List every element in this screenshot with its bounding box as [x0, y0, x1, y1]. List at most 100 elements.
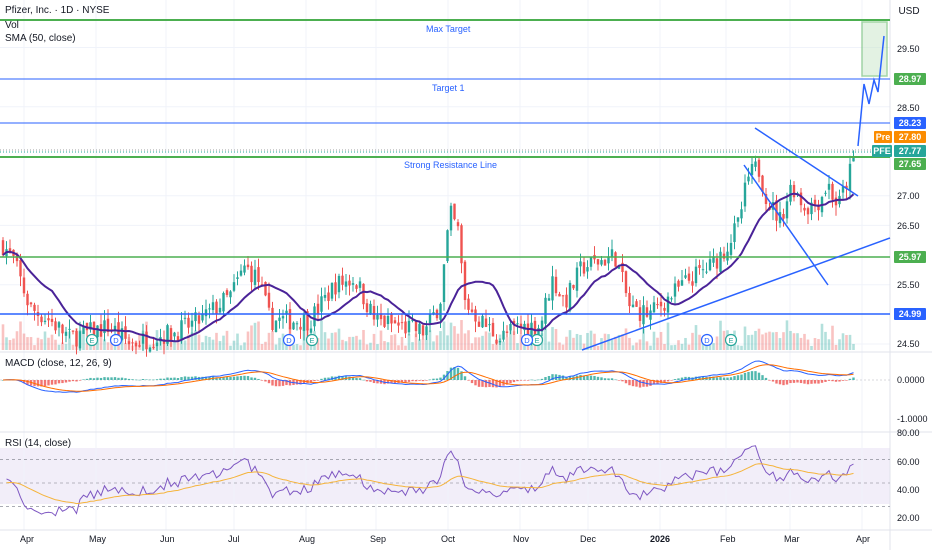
volume-bar — [547, 341, 551, 350]
volume-bar — [355, 335, 358, 350]
macd-histogram-bar — [152, 379, 155, 381]
support2-price-tag: 24.99 — [894, 308, 926, 320]
candle-body — [666, 296, 670, 313]
volume-bar — [736, 345, 740, 350]
candle-body — [439, 303, 442, 320]
rsi-legend: RSI (14, close) — [5, 438, 72, 449]
macd-histogram-bar — [754, 371, 757, 380]
volume-bar — [596, 345, 600, 350]
candle-body — [785, 201, 789, 219]
candle-body — [453, 203, 456, 220]
macd-histogram-bar — [733, 376, 736, 380]
volume-bar — [421, 339, 425, 350]
macd-histogram-bar — [621, 380, 624, 382]
volume-bar — [411, 342, 414, 350]
macd-histogram-bar — [561, 375, 565, 380]
candle-body — [33, 304, 36, 311]
macd-histogram-bar — [460, 371, 463, 380]
candle-body — [547, 298, 551, 301]
volume-bar — [99, 331, 103, 350]
candle-body — [19, 260, 22, 277]
volume-bar — [488, 332, 491, 350]
candle-body — [442, 264, 446, 303]
macd-histogram-bar — [327, 377, 330, 380]
volume-bar — [624, 328, 628, 350]
pre-label-tag: Pre — [874, 131, 892, 143]
macd-histogram-bar — [348, 376, 351, 380]
rsi-tick: 20.00 — [897, 513, 920, 523]
volume-bar — [36, 337, 40, 350]
volume-bar — [491, 344, 495, 350]
candle-body — [621, 262, 624, 273]
macd-histogram-bar — [852, 377, 855, 380]
macd-histogram-bar — [376, 380, 379, 384]
price-tick: 25.50 — [897, 280, 920, 290]
volume-bar — [806, 339, 810, 350]
candle-body — [561, 295, 565, 297]
macd-histogram-bar — [379, 380, 383, 384]
candle-body — [565, 294, 568, 308]
volume-bar — [358, 339, 362, 350]
sma50-line — [2, 192, 855, 343]
volume-bar — [453, 326, 456, 350]
macd-histogram-bar — [729, 377, 733, 380]
candle-body — [232, 282, 236, 291]
volume-bar — [771, 332, 775, 350]
macd-histogram-bar — [407, 380, 411, 382]
candle-body — [733, 223, 736, 243]
volume-bar — [222, 335, 225, 350]
candle-body — [691, 281, 694, 286]
candle-body — [799, 192, 803, 206]
candle-body — [407, 320, 411, 333]
volume-bar — [701, 342, 705, 350]
macd-histogram-bar — [484, 380, 488, 388]
volume-bar — [208, 336, 211, 350]
volume-bar — [785, 320, 789, 350]
candle-body — [729, 242, 733, 255]
earnings-marker — [724, 333, 738, 347]
candle-body — [404, 321, 407, 334]
volume-bar — [691, 332, 694, 350]
macd-histogram-bar — [726, 377, 729, 380]
macd-histogram-bar — [432, 378, 435, 380]
macd-histogram-bar — [218, 377, 222, 380]
candle-body — [376, 314, 379, 320]
macd-histogram-bar — [481, 380, 484, 387]
macd-histogram-bar — [145, 379, 148, 381]
volume-bar — [712, 343, 715, 350]
candle-body — [8, 248, 12, 252]
candle-body — [722, 253, 726, 259]
macd-histogram-bar — [141, 379, 145, 380]
candle-body — [334, 282, 337, 295]
volume-bar — [775, 331, 778, 350]
volume-bar — [428, 330, 432, 350]
volume-bar — [554, 329, 558, 350]
candle-body — [831, 183, 834, 200]
macd-histogram-bar — [523, 380, 526, 381]
volume-bar — [810, 345, 813, 350]
currency-button[interactable]: USD — [898, 6, 920, 17]
candle-body — [274, 320, 278, 332]
candle-body — [43, 320, 47, 322]
volume-bar — [649, 345, 652, 350]
candle-body — [456, 222, 460, 227]
candle-body — [470, 309, 474, 312]
rsi-tick: 60.00 — [897, 457, 920, 467]
volume-bar — [652, 331, 656, 350]
volume-bar — [638, 339, 642, 350]
time-tick: Oct — [441, 534, 456, 544]
rsi-tick: 80.00 — [897, 428, 920, 438]
candle-body — [344, 281, 348, 287]
volume-bar — [764, 332, 768, 350]
price-tick: 29.50 — [897, 44, 920, 54]
macd-histogram-bar — [390, 380, 393, 384]
macd-histogram-bar — [761, 375, 764, 380]
volume-bar — [509, 330, 512, 350]
volume-bar — [687, 344, 691, 350]
macd-histogram-bar — [505, 380, 509, 385]
candle-body — [628, 292, 631, 307]
macd-histogram-bar — [411, 380, 414, 382]
macd-histogram-bar — [820, 380, 824, 383]
volume-bar — [173, 340, 176, 350]
